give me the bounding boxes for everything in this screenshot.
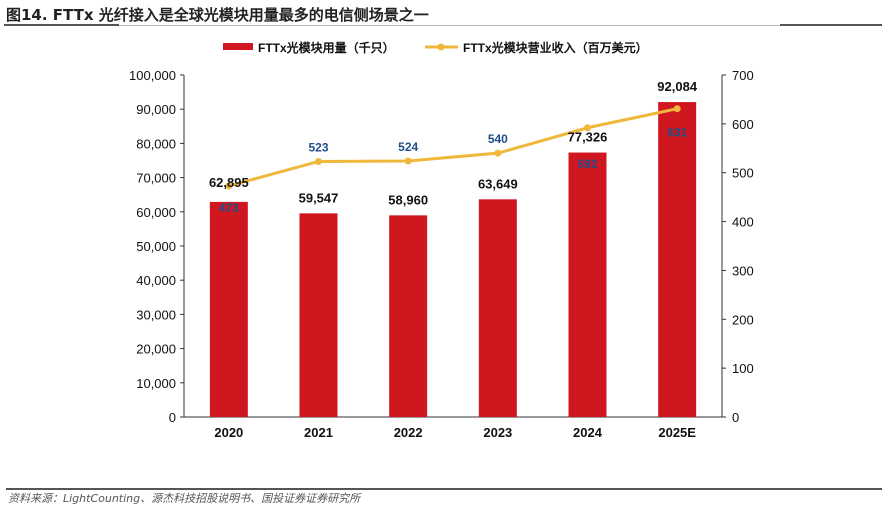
x-tick-label: 2022 xyxy=(394,425,423,440)
bar xyxy=(658,102,697,417)
bar-value-label: 77,326 xyxy=(568,130,608,145)
bar-value-label: 63,649 xyxy=(478,176,518,191)
bar-value-label: 62,895 xyxy=(209,175,249,190)
line-point xyxy=(404,157,412,165)
title-rule-accent xyxy=(4,24,119,26)
source-note: 资料来源：LightCounting、源杰科技招股说明书、国投证券证券研究所 xyxy=(8,492,361,505)
bar xyxy=(478,199,517,417)
bar-value-label: 92,084 xyxy=(657,79,698,94)
left-tick-label: 0 xyxy=(169,410,176,425)
figure-title: 图14. FTTx 光纤接入是全球光模块用量最多的电信侧场景之一 xyxy=(6,6,429,24)
title-rule xyxy=(4,25,882,26)
x-tick-label: 2024 xyxy=(573,425,603,440)
left-tick-label: 20,000 xyxy=(136,342,176,357)
bar xyxy=(568,152,607,417)
right-tick-label: 600 xyxy=(732,117,754,132)
right-tick-label: 200 xyxy=(732,312,754,327)
line-series xyxy=(228,107,678,188)
left-tick-label: 50,000 xyxy=(136,239,176,254)
right-tick-label: 500 xyxy=(732,166,754,181)
right-tick-label: 0 xyxy=(732,410,739,425)
line-point xyxy=(673,105,681,113)
bar xyxy=(299,213,338,417)
line-point xyxy=(584,124,591,132)
line-value-label: 523 xyxy=(308,140,328,154)
right-tick-label: 300 xyxy=(732,263,754,278)
line-point xyxy=(494,149,502,157)
left-tick-label: 100,000 xyxy=(129,68,176,83)
left-tick-label: 90,000 xyxy=(136,102,176,117)
bar-value-label: 59,547 xyxy=(299,190,339,205)
line-value-label: 631 xyxy=(667,126,687,140)
left-tick-label: 60,000 xyxy=(136,205,176,220)
right-tick-label: 100 xyxy=(732,361,754,376)
title-rule-accent xyxy=(780,24,882,26)
x-tick-label: 2025E xyxy=(658,425,696,440)
left-tick-label: 30,000 xyxy=(136,307,176,322)
left-tick-label: 40,000 xyxy=(136,273,176,288)
legend-line-label: FTTx光模块营业收入（百万美元） xyxy=(463,40,648,55)
chart: 0 10,000 20,000 30,000 40,000 50,000 60,000 70,… xyxy=(129,40,754,440)
x-tick-label: 2020 xyxy=(214,425,243,440)
x-tick-label: 2023 xyxy=(483,425,512,440)
x-tick-label: 2021 xyxy=(304,425,333,440)
left-tick-label: 70,000 xyxy=(136,171,176,186)
legend-line-marker xyxy=(437,43,445,51)
line-value-label: 524 xyxy=(398,140,418,154)
bar xyxy=(389,215,428,417)
line-point xyxy=(315,157,322,165)
line-value-label: 540 xyxy=(488,132,508,146)
line-point xyxy=(225,182,233,190)
source-rule xyxy=(6,488,882,490)
line-value-label: 473 xyxy=(219,201,239,215)
right-tick-label: 400 xyxy=(732,215,754,230)
left-tick-label: 80,000 xyxy=(136,136,176,151)
right-tick-label: 700 xyxy=(732,68,754,83)
left-tick-label: 10,000 xyxy=(136,376,176,391)
line-value-label: 592 xyxy=(577,157,597,171)
bar xyxy=(209,201,248,417)
legend-bar-label: FTTx光模块用量（千只） xyxy=(258,40,395,55)
bar-value-label: 58,960 xyxy=(388,192,428,207)
legend-bar-swatch xyxy=(223,43,253,50)
